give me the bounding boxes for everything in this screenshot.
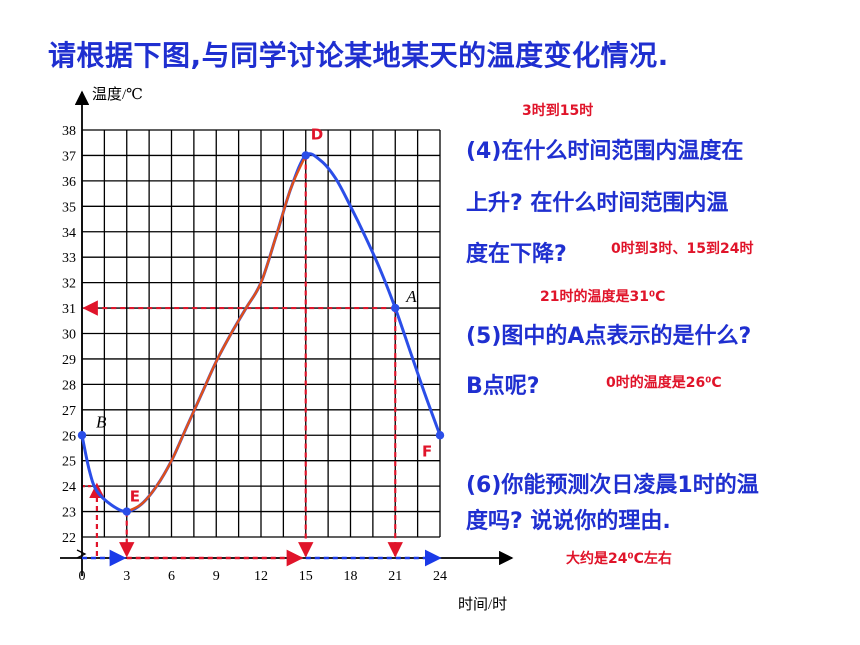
point-label-e: E (130, 488, 140, 506)
point-labels: B E D A F (96, 125, 432, 505)
y-tick-label: 35 (62, 200, 76, 215)
x-tick-label: 24 (433, 569, 447, 584)
y-tick-label: 28 (62, 378, 76, 393)
y-tick-label: 34 (62, 226, 76, 241)
point-label-a: A (405, 287, 417, 306)
y-tick-label: 33 (62, 251, 76, 266)
data-series (77, 151, 445, 516)
data-point (391, 303, 400, 313)
y-tick-label: 32 (62, 277, 76, 292)
y-tick-label: 29 (62, 353, 76, 368)
y-tick-label: 23 (62, 506, 76, 521)
answer-point-b: 0时的温度是26⁰C (606, 375, 722, 391)
question-4-line-3: 度在下降? (466, 242, 567, 267)
y-tick-label: 22 (62, 531, 76, 546)
data-point (435, 431, 445, 440)
answer-rise: 3时到15时 (522, 103, 594, 119)
x-tick-label: 15 (299, 569, 313, 584)
y-tick-label: 26 (62, 429, 76, 444)
answer-predict: 大约是24⁰C左右 (566, 551, 672, 567)
axis-break-mark (76, 549, 87, 559)
x-tick-label: 21 (388, 569, 402, 584)
answer-point-a: 21时的温度是31⁰C (540, 289, 666, 305)
x-tick-label: 3 (123, 569, 130, 584)
question-5-line-1: (5)图中的A点表示的是什么? (466, 324, 752, 349)
chart-grid (81, 129, 441, 538)
y-tick-label: 24 (62, 480, 76, 495)
y-tick-label: 31 (62, 302, 76, 317)
answer-fall: 0时到3时、15到24时 (611, 241, 754, 257)
x-tick-label: 0 (79, 569, 86, 584)
data-point (122, 507, 131, 516)
x-tick-label: 18 (344, 569, 358, 584)
y-axis-label: 温度/℃ (92, 86, 143, 103)
question-4-line-2: 上升? 在什么时间范围内温 (466, 191, 729, 216)
guide-lines (82, 155, 442, 567)
question-4-line-1: (4)在什么时间范围内温度在 (466, 139, 744, 164)
page-title: 请根据下图,与同学讨论某地某天的温度变化情况. (48, 39, 669, 72)
y-tick-label: 27 (62, 404, 76, 419)
y-tick-label: 25 (62, 455, 76, 470)
x-tick-label: 9 (213, 569, 220, 584)
point-label-d: D (311, 125, 323, 143)
point-label-b: B (96, 412, 107, 431)
x-axis-label: 时间/时 (458, 596, 507, 613)
question-6-line-1: (6)你能预测次日凌晨1时的温 (466, 473, 759, 498)
point-label-f: F (422, 442, 432, 460)
y-tick-label: 36 (62, 175, 76, 190)
question-6-line-2: 度吗? 说说你的理由. (466, 509, 671, 534)
data-point (301, 151, 310, 160)
series-line-2 (125, 154, 307, 513)
x-tick-label: 12 (254, 569, 268, 584)
x-tick-label: 6 (168, 569, 175, 584)
y-tick-label: 30 (62, 328, 76, 343)
y-tick-label: 37 (62, 149, 76, 164)
question-5-line-2: B点呢? (466, 374, 540, 399)
y-tick-label: 38 (62, 124, 76, 139)
data-point (77, 431, 87, 440)
